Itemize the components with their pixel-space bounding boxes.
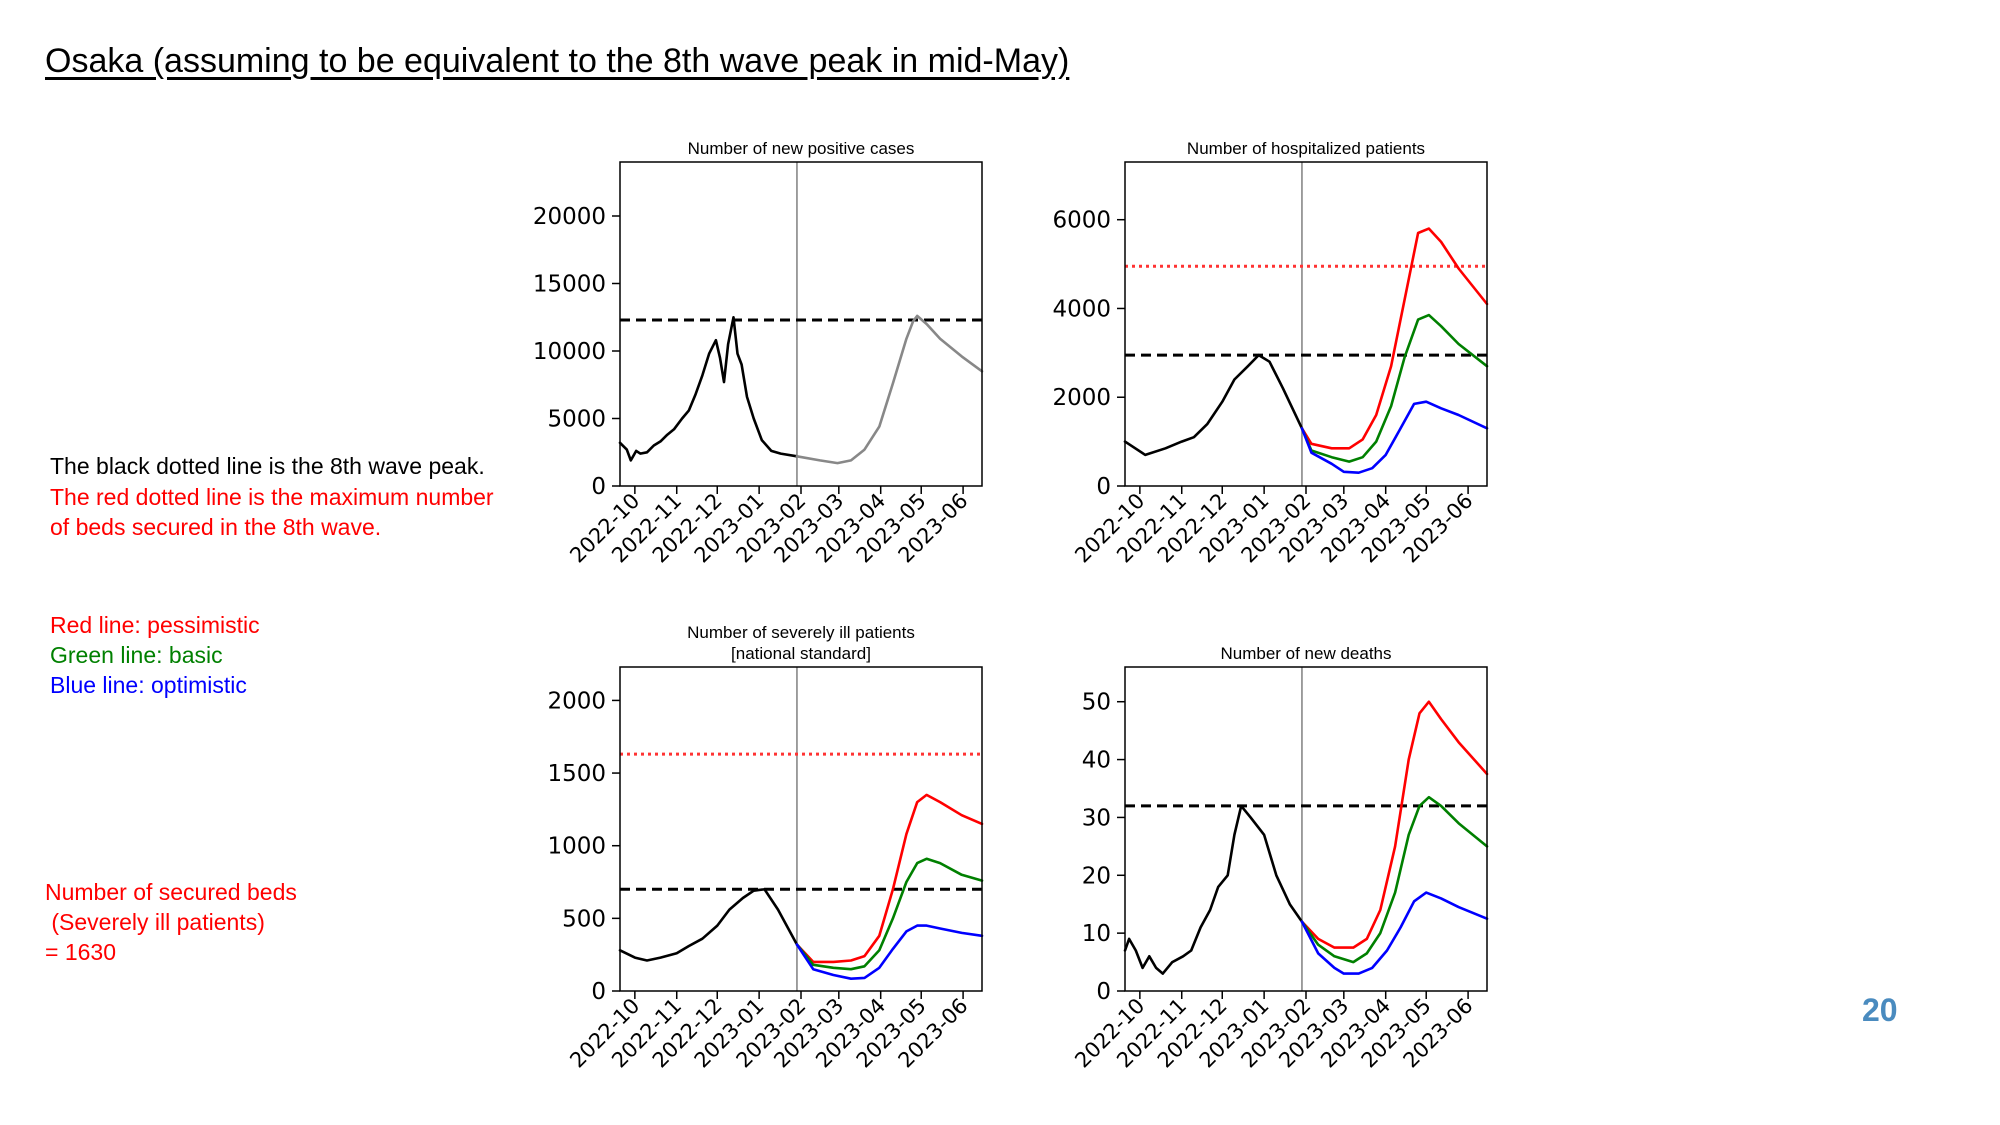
secured-beds-note-1: Number of secured beds (45, 879, 297, 905)
series-pessimistic (1300, 227, 1489, 450)
chart-new-deaths: Number of new deaths010203040502022-1020… (1070, 644, 1489, 1073)
slide-title: Osaka (assuming to be equivalent to the … (45, 42, 1070, 80)
series-basic (1300, 313, 1489, 463)
secured-beds-note-2: (Severely ill patients) (45, 909, 265, 935)
red-line-note-2: of beds secured in the 8th wave. (50, 514, 382, 540)
page-number: 20 (1862, 992, 1898, 1028)
series-observed (618, 316, 799, 462)
y-tick-label: 2000 (1052, 385, 1111, 411)
y-tick-label: 0 (591, 979, 606, 1005)
y-tick-label: 50 (1082, 690, 1111, 716)
y-tick-label: 10 (1082, 921, 1111, 947)
y-tick-label: 2000 (547, 688, 606, 714)
pessimistic-note: Red line: pessimistic (50, 612, 260, 638)
y-tick-label: 5000 (547, 407, 606, 433)
series-optimistic (1300, 891, 1489, 975)
y-tick-label: 30 (1082, 805, 1111, 831)
optimistic-note: Blue line: optimistic (50, 672, 247, 698)
black-line-note: The black dotted line is the 8th wave pe… (50, 453, 485, 479)
series-optimistic (795, 924, 984, 981)
series-observed (1123, 353, 1304, 457)
chart-title: Number of hospitalized patients (1187, 139, 1425, 158)
y-tick-label: 1000 (547, 834, 606, 860)
series-basic (795, 857, 984, 971)
chart-title: Number of new positive cases (688, 139, 915, 158)
chart-title: Number of new deaths (1220, 644, 1391, 663)
series-pessimistic (795, 793, 984, 964)
y-tick-label: 0 (591, 474, 606, 500)
basic-note: Green line: basic (50, 642, 223, 668)
y-tick-label: 4000 (1052, 296, 1111, 322)
chart-title: Number of severely ill patients (687, 623, 915, 642)
y-tick-label: 500 (562, 906, 606, 932)
y-tick-label: 10000 (533, 339, 606, 365)
chart-severely-ill-patients: Number of severely ill patients [national… (547, 623, 984, 1073)
y-tick-label: 15000 (533, 272, 606, 298)
chart-hospitalized-patients: Number of hospitalized patients 0 2000 4000… (1052, 139, 1489, 568)
y-tick-label: 6000 (1052, 208, 1111, 234)
y-tick-label: 0 (1096, 979, 1111, 1005)
y-tick-label: 20000 (533, 204, 606, 230)
y-tick-label: 20 (1082, 863, 1111, 889)
chart-title: [national standard] (731, 644, 871, 663)
plot-frame (619, 666, 983, 992)
series-observed (618, 887, 799, 962)
plot-frame (1124, 666, 1488, 992)
y-tick-label: 1500 (547, 761, 606, 787)
series-optimistic (1300, 400, 1489, 475)
series-observed (1123, 804, 1304, 975)
secured-beds-note-3: = 1630 (45, 939, 116, 965)
series-basic (1300, 795, 1489, 964)
series-pessimistic (1300, 700, 1489, 949)
series-projection_single (795, 314, 984, 465)
y-tick-label: 0 (1096, 474, 1111, 500)
chart-new-positive-cases: Number of new positive cases 0 5000 10000 15… (533, 139, 984, 568)
y-tick-label: 40 (1082, 748, 1111, 774)
red-line-note-1: The red dotted line is the maximum numbe… (50, 484, 494, 510)
